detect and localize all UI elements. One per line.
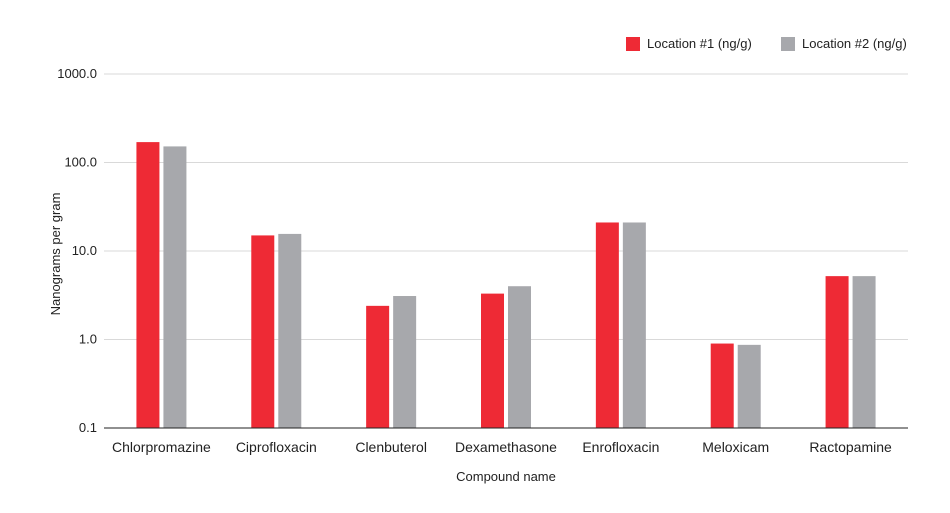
x-tick-label: Enrofloxacin xyxy=(582,439,659,455)
bar-series-1 xyxy=(710,343,734,428)
bar-series-2 xyxy=(852,276,876,428)
bar-series-2 xyxy=(737,344,761,428)
y-tick-label: 1000.0 xyxy=(57,66,97,81)
x-axis-title: Compound name xyxy=(456,469,556,484)
y-tick-label: 0.1 xyxy=(79,420,97,435)
bar-series-1 xyxy=(136,142,160,428)
bars xyxy=(104,142,908,429)
bar-series-1 xyxy=(825,276,849,428)
bar-series-1 xyxy=(595,222,619,428)
y-tick-label: 1.0 xyxy=(79,332,97,347)
x-tick-label: Clenbuterol xyxy=(355,439,427,455)
y-axis-title: Nanograms per gram xyxy=(48,193,63,316)
y-axis-ticks: 0.1 1.0 10.0 100.0 1000.0 xyxy=(57,66,97,435)
legend-swatch-1 xyxy=(626,37,640,51)
x-tick-label: Meloxicam xyxy=(702,439,769,455)
legend: Location #1 (ng/g) Location #2 (ng/g) xyxy=(626,36,907,51)
x-tick-label: Ciprofloxacin xyxy=(236,439,317,455)
x-axis-categories: Chlorpromazine Ciprofloxacin Clenbuterol De… xyxy=(112,439,892,455)
y-tick-label: 10.0 xyxy=(72,243,97,258)
bar-series-1 xyxy=(366,305,390,428)
grid-lines xyxy=(104,73,908,429)
bar-series-2 xyxy=(163,146,187,428)
x-tick-label: Ractopamine xyxy=(809,439,892,455)
x-tick-label: Chlorpromazine xyxy=(112,439,211,455)
legend-label-1: Location #1 (ng/g) xyxy=(647,36,752,51)
x-tick-label: Dexamethasone xyxy=(455,439,557,455)
bar-series-2 xyxy=(278,233,302,428)
bar-series-1 xyxy=(251,235,275,428)
bar-series-2 xyxy=(508,286,531,428)
y-tick-label: 100.0 xyxy=(64,155,97,170)
legend-swatch-2 xyxy=(781,37,795,51)
bar-series-2 xyxy=(393,296,417,428)
legend-label-2: Location #2 (ng/g) xyxy=(802,36,907,51)
bar-series-1 xyxy=(481,293,504,428)
bar-series-2 xyxy=(622,222,646,428)
